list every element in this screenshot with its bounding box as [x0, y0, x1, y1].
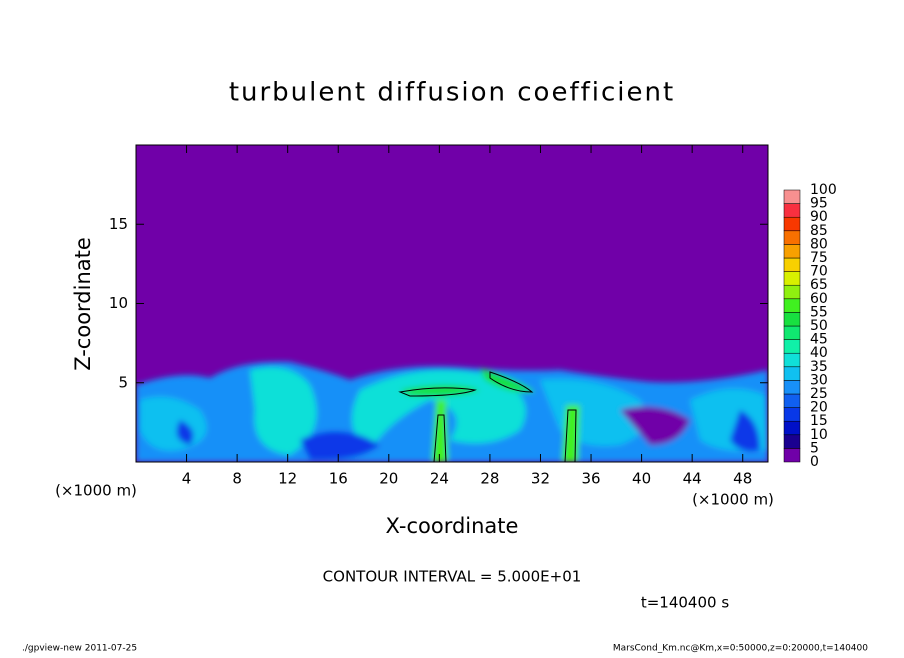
chart-title: turbulent diffusion coefficient [229, 78, 675, 108]
x-tick-label: 48 [733, 470, 752, 488]
colorbar-segment [783, 244, 801, 259]
y-tick-label: 15 [109, 215, 128, 233]
x-tick-label: 4 [182, 470, 192, 488]
colorbar-segment [783, 407, 801, 422]
colorbar-label: 95 [810, 196, 828, 212]
x-tick-label: 16 [329, 470, 348, 488]
colorbar-label: 90 [810, 209, 828, 225]
x-tick-label: 36 [581, 470, 600, 488]
x-axis-label: X-coordinate [386, 514, 519, 538]
colorbar-segment [783, 203, 801, 218]
colorbar-segment [783, 312, 801, 327]
colorbar-segment [783, 448, 801, 463]
field [136, 145, 768, 462]
x-tick-label: 8 [232, 470, 242, 488]
colorbar-segment [783, 434, 801, 449]
colorbar-segment [783, 325, 801, 340]
colorbar-label: 70 [810, 264, 828, 280]
colorbar-label: 10 [810, 427, 828, 443]
colorbar-segment [783, 298, 801, 313]
y-tick-label: 5 [118, 373, 128, 391]
colorbar-segment [783, 393, 801, 408]
colorbar-label: 25 [810, 386, 828, 402]
colorbar-segment [783, 230, 801, 245]
colorbar-segment [783, 420, 801, 436]
x-tick-label: 24 [430, 470, 449, 488]
colorbar-segment [783, 352, 801, 368]
colorbar-segment [783, 284, 801, 300]
time-label: t=140400 s [641, 594, 729, 612]
x-unit: (×1000 m) [692, 491, 774, 509]
colorbar-label: 5 [810, 440, 819, 456]
x-tick-label: 44 [683, 470, 702, 488]
colorbar-label: 65 [810, 277, 828, 293]
colorbar-label: 75 [810, 250, 828, 266]
colorbar-segment [783, 257, 801, 272]
colorbar-label: 85 [810, 223, 828, 239]
colorbar-segment [783, 339, 801, 354]
x-tick-label: 32 [531, 470, 550, 488]
colorbar-label: 35 [810, 359, 828, 375]
colorbar-segment [783, 380, 801, 395]
colorbar-segment [783, 216, 801, 232]
colorbar-label: 55 [810, 304, 828, 320]
contour-note: CONTOUR INTERVAL = 5.000E+01 [323, 568, 582, 586]
colorbar-label: 15 [810, 413, 828, 429]
x-tick-label: 28 [480, 470, 499, 488]
y-unit: (×1000 m) [55, 482, 137, 500]
x-tick-label: 12 [278, 470, 297, 488]
y-axis-label: Z-coordinate [71, 237, 95, 371]
footer-right: MarsCond_Km.nc@Km,x=0:50000,z=0:20000,t=… [613, 644, 868, 654]
colorbar-segment [783, 271, 801, 286]
y-tick-label: 10 [109, 294, 128, 312]
x-tick-label: 40 [632, 470, 651, 488]
colorbar-label: 0 [810, 454, 819, 470]
colorbar-label: 50 [810, 318, 828, 334]
colorbar-segment [783, 189, 801, 204]
colorbar-label: 20 [810, 400, 828, 416]
colorbar-label: 80 [810, 236, 828, 252]
colorbar-label: 100 [810, 182, 837, 198]
colorbar-label: 45 [810, 332, 828, 348]
x-tick-label: 20 [379, 470, 398, 488]
colorbar-label: 60 [810, 291, 828, 307]
colorbar-label: 30 [810, 372, 828, 388]
colorbar-label: 40 [810, 345, 828, 361]
footer-left: ./gpview-new 2011-07-25 [22, 644, 137, 654]
colorbar-segment [783, 366, 801, 381]
